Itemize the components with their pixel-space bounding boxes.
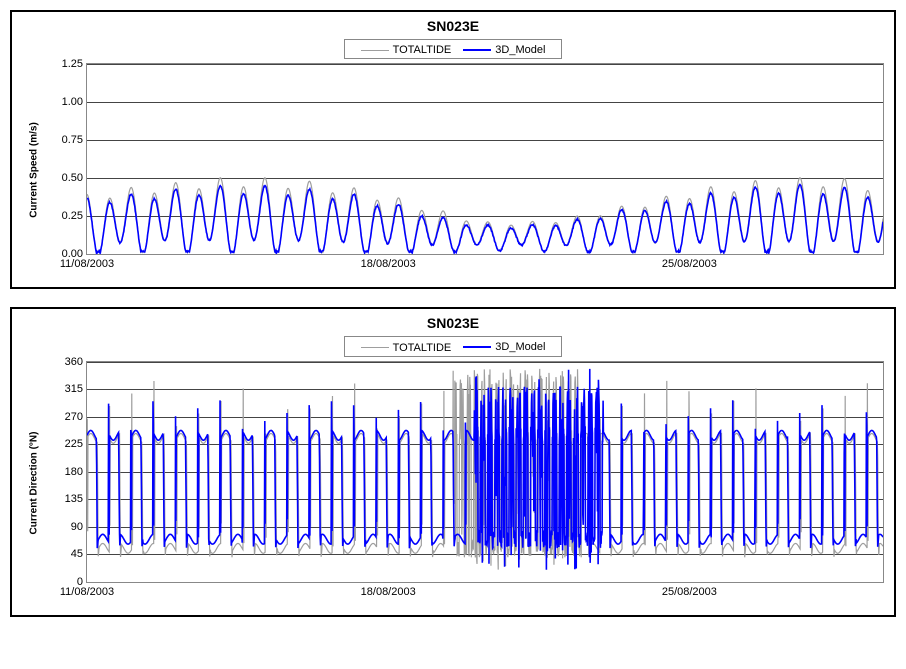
legend-swatch bbox=[361, 50, 389, 52]
y-tick-label: 90 bbox=[71, 521, 87, 533]
x-tick-label: 25/08/2003 bbox=[662, 582, 717, 598]
series-3D_Model bbox=[87, 185, 883, 254]
legend-label: TOTALTIDE bbox=[393, 342, 452, 354]
legend-item: TOTALTIDE bbox=[361, 44, 452, 56]
chart-panel-speed: SN023E TOTALTIDE 3D_Model Current Speed (m/… bbox=[10, 10, 896, 289]
y-tick-label: 270 bbox=[65, 411, 87, 423]
y-tick-label: 0.75 bbox=[62, 134, 87, 146]
legend-swatch bbox=[463, 346, 491, 348]
legend-item: TOTALTIDE bbox=[361, 342, 452, 354]
x-tick-label: 25/08/2003 bbox=[662, 254, 717, 270]
data-layer bbox=[87, 362, 883, 582]
y-tick-label: 135 bbox=[65, 493, 87, 505]
data-layer bbox=[87, 64, 883, 254]
chart-title: SN023E bbox=[12, 12, 894, 36]
chart-title: SN023E bbox=[12, 309, 894, 333]
legend-item: 3D_Model bbox=[463, 341, 545, 353]
x-tick-label: 18/08/2003 bbox=[361, 254, 416, 270]
chart-panel-direction: SN023E TOTALTIDE 3D_Model Current Direction… bbox=[10, 307, 896, 616]
y-tick-label: 1.25 bbox=[62, 58, 87, 70]
legend-swatch bbox=[463, 49, 491, 51]
y-tick-label: 1.00 bbox=[62, 96, 87, 108]
x-tick-label: 18/08/2003 bbox=[361, 582, 416, 598]
y-tick-label: 225 bbox=[65, 438, 87, 450]
legend: TOTALTIDE 3D_Model bbox=[12, 36, 894, 63]
y-tick-label: 360 bbox=[65, 356, 87, 368]
legend-label: TOTALTIDE bbox=[393, 44, 452, 56]
y-tick-label: 0.25 bbox=[62, 210, 87, 222]
x-tick-label: 11/08/2003 bbox=[60, 582, 114, 598]
y-axis-label: Current Direction (°N) bbox=[29, 431, 40, 534]
legend-label: 3D_Model bbox=[495, 341, 545, 353]
y-tick-label: 0.50 bbox=[62, 172, 87, 184]
y-tick-label: 45 bbox=[71, 548, 87, 560]
legend-item: 3D_Model bbox=[463, 44, 545, 56]
y-axis-label: Current Speed (m/s) bbox=[29, 122, 40, 218]
legend: TOTALTIDE 3D_Model bbox=[12, 333, 894, 360]
y-tick-label: 180 bbox=[65, 466, 87, 478]
y-tick-label: 315 bbox=[65, 383, 87, 395]
plot-area: 0.000.250.500.751.001.2511/08/200318/08/… bbox=[86, 63, 884, 255]
legend-label: 3D_Model bbox=[495, 44, 545, 56]
plot-area: 0459013518022527031536011/08/200318/08/2… bbox=[86, 361, 884, 583]
x-tick-label: 11/08/2003 bbox=[60, 254, 114, 270]
legend-swatch bbox=[361, 347, 389, 349]
